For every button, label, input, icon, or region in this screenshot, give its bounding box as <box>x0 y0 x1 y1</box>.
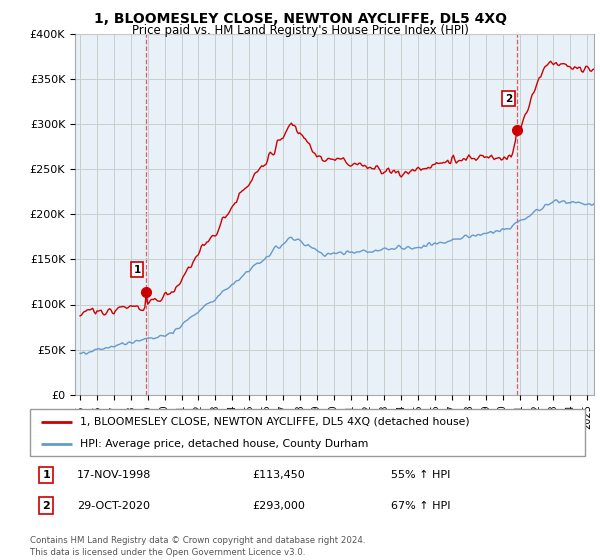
Text: £113,450: £113,450 <box>252 470 305 480</box>
Text: 1, BLOOMESLEY CLOSE, NEWTON AYCLIFFE, DL5 4XQ: 1, BLOOMESLEY CLOSE, NEWTON AYCLIFFE, DL… <box>94 12 506 26</box>
Text: 1, BLOOMESLEY CLOSE, NEWTON AYCLIFFE, DL5 4XQ (detached house): 1, BLOOMESLEY CLOSE, NEWTON AYCLIFFE, DL… <box>80 417 470 427</box>
Text: 2: 2 <box>505 94 512 104</box>
FancyBboxPatch shape <box>30 409 585 456</box>
Text: £293,000: £293,000 <box>252 501 305 511</box>
Text: 1: 1 <box>134 265 141 275</box>
Text: Price paid vs. HM Land Registry's House Price Index (HPI): Price paid vs. HM Land Registry's House … <box>131 24 469 36</box>
Text: 67% ↑ HPI: 67% ↑ HPI <box>391 501 450 511</box>
Text: HPI: Average price, detached house, County Durham: HPI: Average price, detached house, Coun… <box>80 438 368 449</box>
Text: 55% ↑ HPI: 55% ↑ HPI <box>391 470 450 480</box>
Text: 29-OCT-2020: 29-OCT-2020 <box>77 501 150 511</box>
Text: Contains HM Land Registry data © Crown copyright and database right 2024.
This d: Contains HM Land Registry data © Crown c… <box>30 536 365 557</box>
Text: 17-NOV-1998: 17-NOV-1998 <box>77 470 152 480</box>
Text: 2: 2 <box>42 501 50 511</box>
Text: 1: 1 <box>42 470 50 480</box>
